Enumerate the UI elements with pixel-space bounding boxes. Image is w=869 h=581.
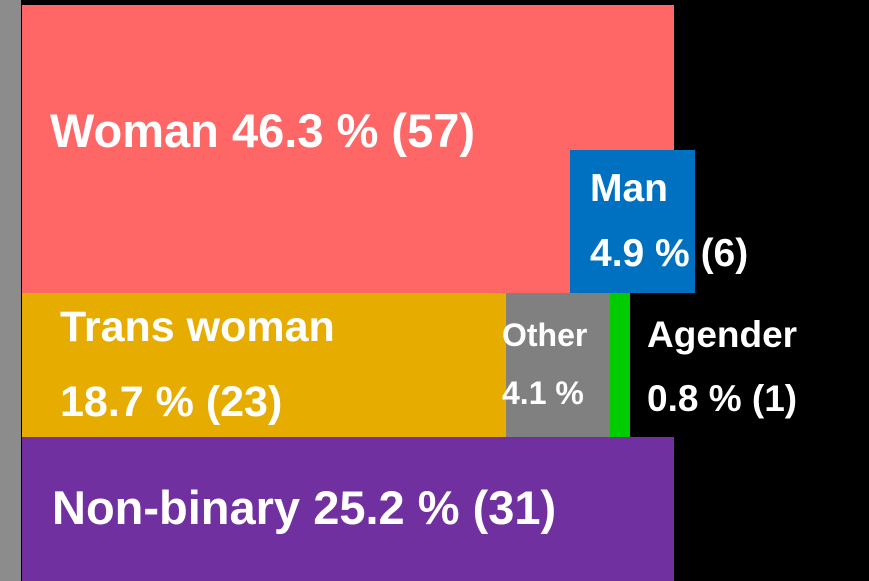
tile-label: Woman 46.3 % (57) [50,104,475,157]
tile-label: 18.7 % (23) [60,378,282,426]
tile [570,150,695,293]
tile-label: Non-binary 25.2 % (31) [52,481,556,534]
category-label: Trans woman [60,303,335,351]
tile [610,293,630,437]
value-label: 4.9 % (6) [590,232,748,275]
tile-label: Trans woman [60,303,335,351]
tile-label: Agender [647,314,797,355]
tile [22,293,506,437]
value-label: 18.7 % (23) [60,378,282,426]
value-label: 25.2 % (31) [313,481,556,534]
value-label: 0.8 % (1) [647,378,797,419]
tile-label: 4.1 % [502,375,584,411]
tile-label: 4.9 % (6) [590,232,748,275]
tile [22,437,674,581]
category-label: Woman [50,104,219,157]
category-label: Agender [647,314,797,355]
tile-label: Other [502,317,587,353]
category-label: Man [590,167,668,210]
tile-label: Man [590,167,668,210]
category-label: Other [502,317,587,353]
value-label: 4.1 % [502,375,584,411]
left-strip [0,0,21,581]
tile [506,293,610,437]
value-label: 46.3 % (57) [232,104,475,157]
tile-label: 0.8 % (1) [647,378,797,419]
tile [22,5,674,293]
category-label: Non-binary [52,481,300,534]
